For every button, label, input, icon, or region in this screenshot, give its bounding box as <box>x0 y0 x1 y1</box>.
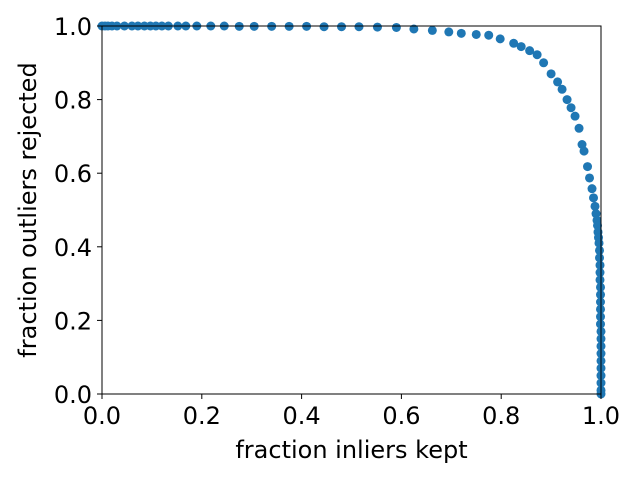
data-point <box>562 95 572 105</box>
data-point <box>495 34 505 44</box>
data-point <box>591 209 601 219</box>
data-point <box>566 103 576 113</box>
data-point <box>409 24 419 34</box>
y-tick-label: 0.2 <box>54 307 92 335</box>
data-point <box>319 22 329 32</box>
data-point <box>484 30 494 40</box>
data-point <box>574 123 584 133</box>
data-point <box>553 77 563 87</box>
data-point <box>525 46 535 56</box>
data-points <box>97 21 606 399</box>
data-point <box>579 146 589 156</box>
data-point <box>391 22 401 32</box>
data-point <box>585 173 595 183</box>
data-point <box>337 22 347 32</box>
x-tick-label: 1.0 <box>582 402 620 430</box>
data-point <box>546 69 556 79</box>
data-point <box>456 28 466 38</box>
x-axis-label: fraction inliers kept <box>235 436 467 464</box>
data-point <box>595 260 605 270</box>
data-point <box>570 111 580 121</box>
plot-area-frame <box>101 25 602 395</box>
data-point <box>595 275 605 285</box>
x-tick-label: 0.2 <box>183 402 221 430</box>
data-point <box>557 84 567 94</box>
data-point <box>583 162 593 172</box>
data-point <box>590 201 600 211</box>
data-point <box>595 253 605 263</box>
y-tick-label: 0.8 <box>54 87 92 115</box>
data-point <box>427 25 437 35</box>
x-tick-label: 0.0 <box>83 402 121 430</box>
x-tick-label: 0.6 <box>382 402 420 430</box>
axis-ticks: 0.0 0.2 0.4 0.6 0.8 1.0 0.0 0.2 0.4 0.6 0.8 1.0 <box>54 13 620 430</box>
x-tick-label: 0.4 <box>283 402 321 430</box>
data-point <box>516 42 526 52</box>
data-point <box>509 38 519 48</box>
y-tick-label: 0.0 <box>54 381 92 409</box>
data-point <box>593 220 603 230</box>
y-tick-label: 1.0 <box>54 13 92 41</box>
data-point <box>471 29 481 39</box>
data-point <box>354 22 364 32</box>
data-point <box>587 184 597 194</box>
data-point <box>589 193 599 203</box>
data-point <box>595 245 605 255</box>
data-point <box>539 58 549 68</box>
x-tick-label: 0.8 <box>482 402 520 430</box>
data-point <box>372 22 382 32</box>
y-axis-label: fraction outliers rejected <box>14 62 42 357</box>
y-tick-label: 0.6 <box>54 160 92 188</box>
data-point <box>444 27 454 37</box>
y-tick-label: 0.4 <box>54 234 92 262</box>
data-point <box>532 50 542 60</box>
data-point <box>595 268 605 278</box>
